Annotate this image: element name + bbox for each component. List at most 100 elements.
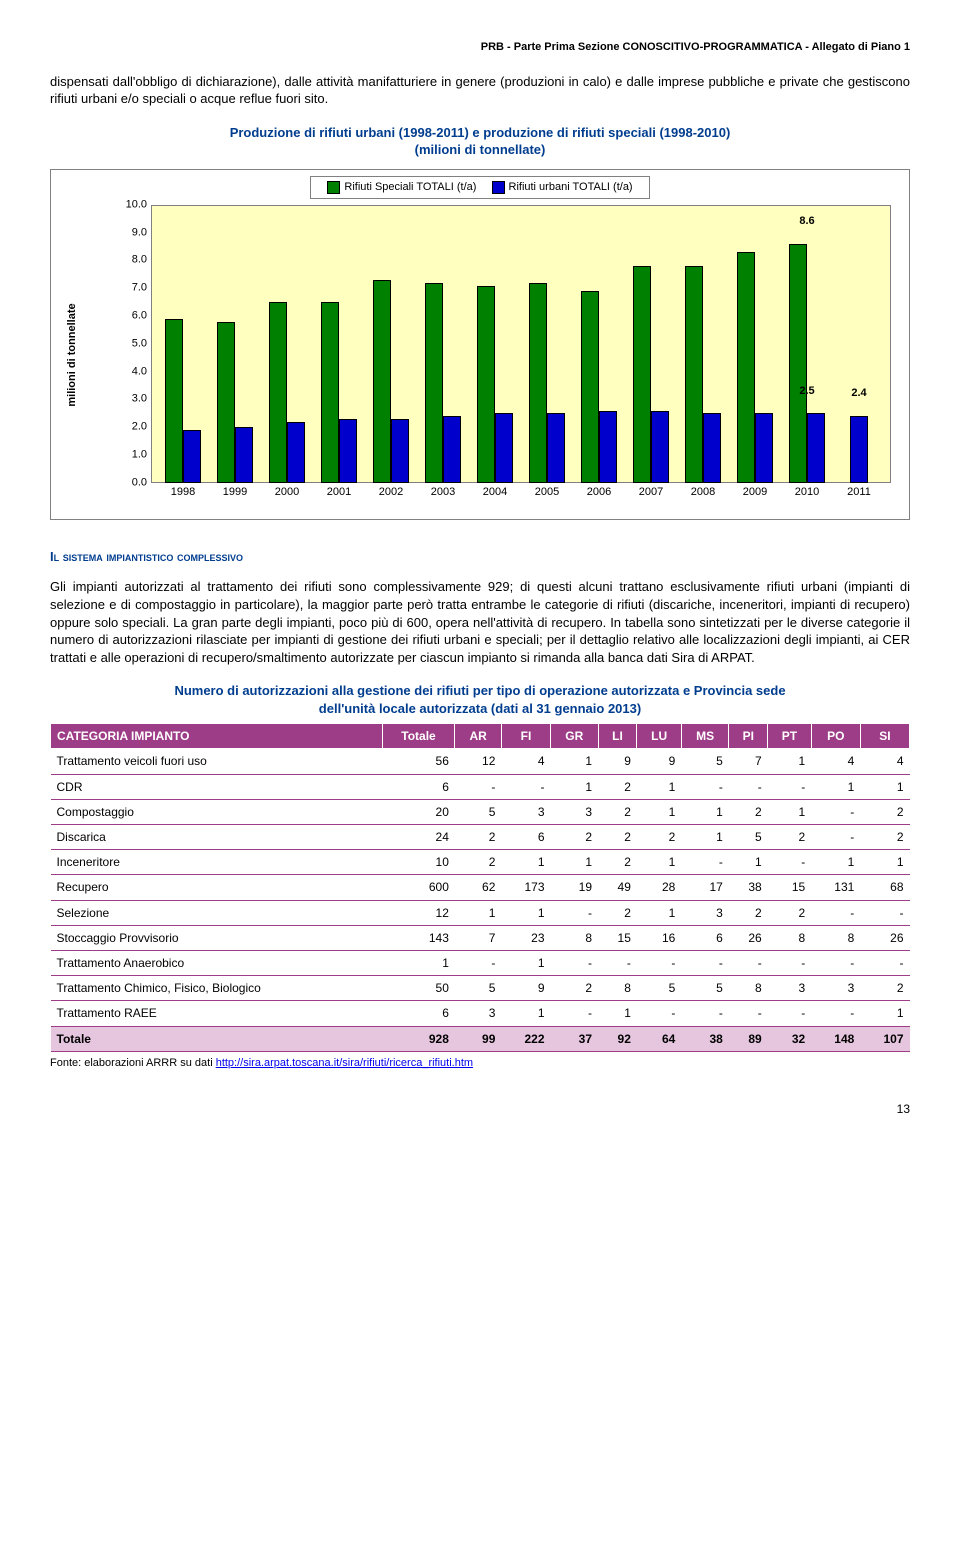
legend-swatch-2 [492, 181, 505, 194]
source-link[interactable]: http://sira.arpat.toscana.it/sira/rifiut… [216, 1057, 473, 1069]
table-cell: 2 [551, 825, 599, 850]
table-header-cell: FI [501, 724, 550, 749]
bar-value-label: 2.5 [799, 384, 814, 399]
bars-area: 8.62.52.4 [151, 205, 891, 483]
table-cell: - [768, 774, 811, 799]
page-number: 13 [50, 1101, 910, 1117]
table-cell: 4 [811, 749, 860, 774]
chart-title-line1: Produzione di rifiuti urbani (1998-2011)… [50, 124, 910, 142]
table-cell: 26 [729, 925, 768, 950]
chart-title-line2: (milioni di tonnellate) [50, 141, 910, 159]
table-cell: - [501, 774, 550, 799]
table-cell: 1 [681, 799, 729, 824]
table-cell: 50 [382, 976, 455, 1001]
bar-group [261, 205, 313, 483]
x-tick: 2011 [833, 485, 885, 505]
table-cell: 5 [681, 976, 729, 1001]
table-cell: 28 [637, 875, 681, 900]
table-cell: 8 [811, 925, 860, 950]
bar-series1 [529, 283, 547, 483]
table-cell: - [455, 950, 502, 975]
table-cell: 3 [551, 799, 599, 824]
table-cell: 7 [455, 925, 502, 950]
table-cell: 131 [811, 875, 860, 900]
table-cell: 24 [382, 825, 455, 850]
table-header-row: CATEGORIA IMPIANTOTotaleARFIGRLILUMSPIPT… [51, 724, 910, 749]
table-cell: 3 [501, 799, 550, 824]
table-cell: 2 [598, 900, 637, 925]
table-cell: 3 [681, 900, 729, 925]
table-cell: 8 [729, 976, 768, 1001]
table-cell: 1 [768, 799, 811, 824]
y-tick: 4.0 [132, 364, 147, 379]
table-cell: 2 [598, 850, 637, 875]
table-cell: 2 [729, 900, 768, 925]
table-cell: 2 [768, 825, 811, 850]
table-cell: 6 [501, 825, 550, 850]
bar-group [313, 205, 365, 483]
x-tick: 1999 [209, 485, 261, 505]
table-cell: 38 [729, 875, 768, 900]
table-row: Trattamento RAEE631-1-----1 [51, 1001, 910, 1026]
table-cell: 5 [455, 799, 502, 824]
table-total-row: Totale92899222379264388932148107 [51, 1026, 910, 1051]
table-cell: 1 [637, 799, 681, 824]
bar-series2 [495, 413, 513, 483]
table-cell: 68 [860, 875, 909, 900]
bar-series2 [235, 427, 253, 483]
table-row: Selezione1211-21322-- [51, 900, 910, 925]
x-tick: 2000 [261, 485, 313, 505]
bar-series1 [477, 286, 495, 483]
table-cell: 1 [637, 850, 681, 875]
table-cell: 12 [455, 749, 502, 774]
table-total-cell: 928 [382, 1026, 455, 1051]
data-table: CATEGORIA IMPIANTOTotaleARFIGRLILUMSPIPT… [50, 723, 910, 1051]
table-cell: 19 [551, 875, 599, 900]
bar-series1 [425, 283, 443, 483]
table-cell: - [811, 825, 860, 850]
table-cell: Trattamento RAEE [51, 1001, 383, 1026]
table-cell: 26 [860, 925, 909, 950]
table-row: Stoccaggio Provvisorio143723815166268826 [51, 925, 910, 950]
table-cell: Stoccaggio Provvisorio [51, 925, 383, 950]
table-cell: 16 [637, 925, 681, 950]
table-total-cell: 32 [768, 1026, 811, 1051]
table-cell: 1 [501, 950, 550, 975]
bar-series2 [183, 430, 201, 483]
x-tick: 1998 [157, 485, 209, 505]
bar-series2 [443, 416, 461, 483]
table-cell: 20 [382, 799, 455, 824]
y-tick: 3.0 [132, 392, 147, 407]
y-tick: 8.0 [132, 253, 147, 268]
bar-series1 [685, 266, 703, 483]
table-cell: CDR [51, 774, 383, 799]
table-cell: 23 [501, 925, 550, 950]
bar-series1 [217, 322, 235, 483]
table-cell: - [768, 1001, 811, 1026]
table-cell: 600 [382, 875, 455, 900]
table-cell: 6 [382, 1001, 455, 1026]
table-cell: - [551, 950, 599, 975]
table-cell: 9 [598, 749, 637, 774]
x-tick: 2002 [365, 485, 417, 505]
bar-series2 [703, 413, 721, 483]
table-cell: Trattamento Chimico, Fisico, Biologico [51, 976, 383, 1001]
page-header: PRB - Parte Prima Sezione CONOSCITIVO-PR… [50, 40, 910, 55]
table-cell: 2 [860, 825, 909, 850]
table-cell: 1 [860, 1001, 909, 1026]
table-total-cell: Totale [51, 1026, 383, 1051]
table-header-cell: PO [811, 724, 860, 749]
table-cell: 1 [501, 850, 550, 875]
table-cell: 2 [598, 799, 637, 824]
table-cell: - [768, 950, 811, 975]
table-body: Trattamento veicoli fuori uso56124199571… [51, 749, 910, 1051]
table-cell: 8 [768, 925, 811, 950]
table-cell: - [637, 1001, 681, 1026]
table-cell: 1 [768, 749, 811, 774]
table-cell: 4 [860, 749, 909, 774]
bar-series2 [850, 416, 868, 483]
table-cell: 17 [681, 875, 729, 900]
table-total-cell: 37 [551, 1026, 599, 1051]
table-cell: 1 [637, 900, 681, 925]
table-row: Recupero6006217319492817381513168 [51, 875, 910, 900]
